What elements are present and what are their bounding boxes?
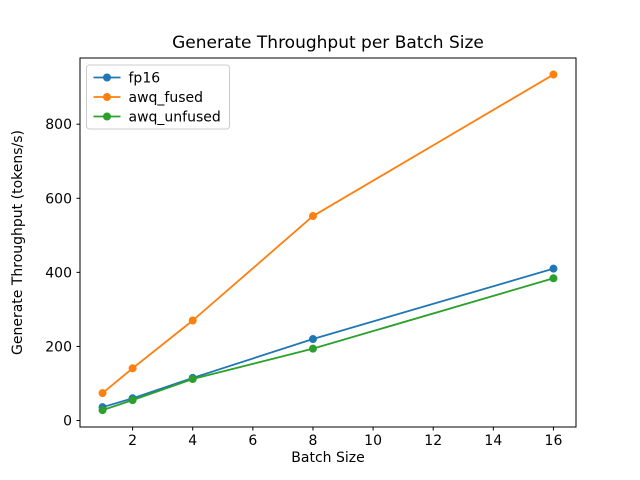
x-tick-label: 14 bbox=[484, 433, 502, 449]
data-point-awq_unfused-x4 bbox=[188, 375, 197, 384]
legend-label-awq_fused: awq_fused bbox=[129, 90, 204, 106]
chart-title: Generate Throughput per Batch Size bbox=[172, 33, 484, 53]
data-point-awq_unfused-x8 bbox=[308, 344, 317, 353]
legend-swatch-marker-fp16 bbox=[103, 73, 111, 82]
x-tick-label: 16 bbox=[545, 433, 563, 449]
x-tick-label: 6 bbox=[248, 433, 257, 449]
x-tick-label: 2 bbox=[128, 433, 137, 449]
legend-box bbox=[86, 64, 230, 130]
x-tick-label: 8 bbox=[309, 433, 318, 449]
y-tick-label: 0 bbox=[63, 414, 72, 430]
x-tick-label: 10 bbox=[364, 433, 382, 449]
y-tick-label: 200 bbox=[45, 339, 72, 355]
data-point-awq_unfused-x2 bbox=[128, 396, 137, 405]
y-tick-label: 600 bbox=[45, 191, 72, 207]
data-point-awq_fused-x16 bbox=[549, 70, 558, 79]
data-point-awq_unfused-x16 bbox=[549, 274, 558, 283]
plot-area bbox=[79, 57, 577, 428]
data-point-awq_fused-x1 bbox=[98, 389, 107, 398]
y-tick-label: 400 bbox=[45, 265, 72, 281]
x-tick-label: 4 bbox=[188, 433, 197, 449]
legend-swatch-marker-awq_unfused bbox=[103, 112, 111, 121]
y-axis-label: Generate Throughput (tokens/s) bbox=[10, 130, 26, 355]
x-tick-label: 12 bbox=[424, 433, 442, 449]
y-tick-label: 800 bbox=[45, 117, 72, 133]
data-point-awq_unfused-x1 bbox=[98, 406, 107, 415]
legend-swatch-marker-awq_fused bbox=[103, 93, 111, 101]
data-point-fp16-x8 bbox=[308, 335, 317, 344]
data-point-awq_fused-x8 bbox=[308, 212, 317, 221]
x-axis-label: Batch Size bbox=[291, 450, 364, 466]
data-point-awq_fused-x4 bbox=[188, 316, 197, 325]
legend-label-fp16: fp16 bbox=[129, 71, 161, 87]
data-point-awq_fused-x2 bbox=[128, 364, 137, 373]
data-point-fp16-x16 bbox=[549, 264, 558, 273]
legend-label-awq_unfused: awq_unfused bbox=[129, 110, 221, 126]
